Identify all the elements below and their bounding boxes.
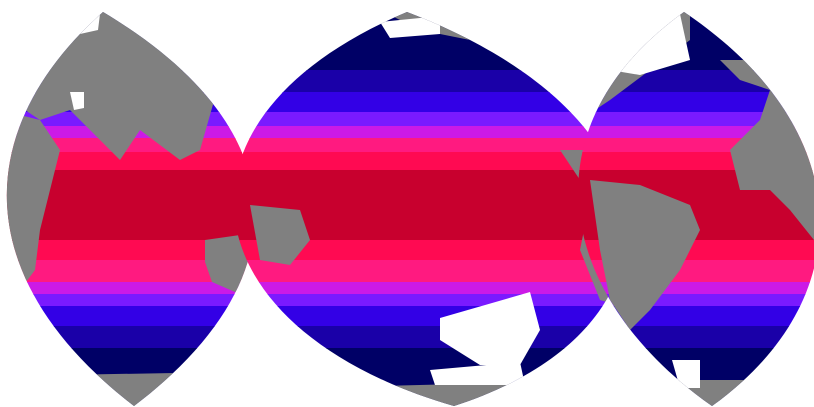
australia-east — [250, 205, 310, 265]
temperature-band-6 — [233, 152, 626, 171]
temperature-band-10 — [233, 282, 626, 295]
antarctica-landmass-3 — [640, 380, 800, 406]
africa-landmass — [6, 110, 60, 290]
caspian-no-data — [70, 92, 84, 110]
temperature-band-8 — [6, 240, 255, 261]
temperature-band-11 — [6, 294, 255, 307]
temperature-band-3 — [233, 112, 626, 127]
south-america-landmass — [590, 180, 700, 330]
temperature-band-8 — [233, 240, 626, 261]
antarctica-landmass-1 — [50, 372, 240, 406]
temperature-band-4 — [233, 126, 626, 139]
temperature-band-12 — [6, 306, 255, 327]
no-data-areas — [380, 16, 540, 385]
antarctic-ice-3 — [672, 360, 700, 388]
temperature-band-6 — [6, 152, 255, 171]
temperature-band-10 — [6, 282, 255, 295]
temperature-band-2 — [233, 92, 626, 113]
temperature-band-9 — [233, 260, 626, 283]
temperature-band-13 — [6, 326, 255, 349]
temperature-band-5 — [233, 138, 626, 153]
temperature-band-1 — [233, 70, 626, 93]
north-ice — [380, 16, 440, 38]
temperature-band-9 — [6, 260, 255, 283]
sea-ice-ross — [440, 292, 540, 365]
temperature-band-3 — [578, 112, 814, 127]
temperature-band-2 — [578, 92, 814, 113]
sea-ice-edge — [430, 362, 525, 385]
